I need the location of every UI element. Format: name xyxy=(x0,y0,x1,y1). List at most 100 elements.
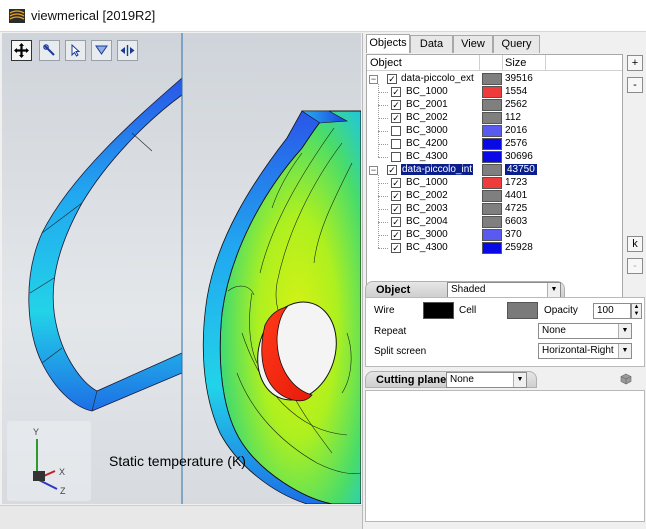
3d-viewport[interactable]: Y X Z Static temperature (K) xyxy=(2,33,361,504)
chevron-down-icon: ▼ xyxy=(513,373,526,387)
wire-color-swatch[interactable] xyxy=(423,302,454,319)
color-swatch[interactable] xyxy=(482,73,502,85)
visibility-checkbox[interactable]: ✓ xyxy=(391,243,401,253)
color-swatch[interactable] xyxy=(482,216,502,228)
opacity-label: Opacity xyxy=(544,305,578,316)
visibility-checkbox[interactable]: ✓ xyxy=(391,87,401,97)
object-name: BC_2003 xyxy=(406,203,448,214)
tree-child-row[interactable]: BC_4200 2576 xyxy=(367,138,622,151)
select-tool-button[interactable] xyxy=(65,40,86,61)
color-swatch[interactable] xyxy=(482,112,502,124)
color-swatch[interactable] xyxy=(482,86,502,98)
remove-button[interactable]: - xyxy=(627,77,643,93)
tree-child-row[interactable]: ✓ BC_4300 25928 xyxy=(367,242,622,255)
tree-child-row[interactable]: ✓ BC_1000 1723 xyxy=(367,177,622,190)
visibility-checkbox[interactable] xyxy=(391,139,401,149)
visibility-checkbox[interactable]: ✓ xyxy=(387,165,397,175)
color-swatch[interactable] xyxy=(482,242,502,254)
extra-button[interactable]: - xyxy=(627,258,643,274)
app-logo-icon xyxy=(9,9,25,23)
k-button[interactable]: k xyxy=(627,236,643,252)
select-tool-icon xyxy=(71,44,81,57)
color-swatch[interactable] xyxy=(482,151,502,163)
opacity-stepper[interactable]: ▲ ▼ xyxy=(631,303,642,319)
visibility-checkbox[interactable]: ✓ xyxy=(391,217,401,227)
object-size: 6603 xyxy=(505,216,528,227)
color-swatch[interactable] xyxy=(482,125,502,137)
opacity-field[interactable]: 100 xyxy=(593,303,631,319)
zoom-tool-button[interactable] xyxy=(39,40,60,61)
collapse-icon[interactable]: − xyxy=(369,165,378,175)
collapse-icon[interactable]: − xyxy=(369,74,378,84)
tree-child-row[interactable]: ✓ BC_3000 370 xyxy=(367,229,622,242)
tab-objects[interactable]: Objects xyxy=(366,34,410,53)
column-size[interactable]: Size xyxy=(505,57,527,69)
cutting-plane-select[interactable]: None ▼ xyxy=(446,372,527,388)
tree-connector xyxy=(378,157,388,158)
tree-child-row[interactable]: ✓ BC_2004 6603 xyxy=(367,216,622,229)
visibility-checkbox[interactable]: ✓ xyxy=(391,191,401,201)
tree-group-row[interactable]: − ✓ data-piccolo_int 43750 xyxy=(367,164,622,177)
object-size: 30696 xyxy=(505,151,533,162)
color-swatch[interactable] xyxy=(482,177,502,189)
tree-child-row[interactable]: ✓ BC_2003 4725 xyxy=(367,203,622,216)
tree-connector xyxy=(378,92,388,93)
add-button[interactable]: + xyxy=(627,55,643,71)
filter-tool-icon xyxy=(95,45,108,55)
tab-view[interactable]: View xyxy=(453,35,493,53)
title-bar: viewmerical [2019R2] xyxy=(0,0,646,32)
move-tool-button[interactable] xyxy=(11,40,32,61)
visibility-checkbox[interactable]: ✓ xyxy=(391,113,401,123)
cutting-plane-title: Cutting plane xyxy=(376,374,447,386)
cube-icon[interactable] xyxy=(620,373,632,385)
filter-tool-button[interactable] xyxy=(91,40,112,61)
split-screen-select[interactable]: Horizontal-Right ▼ xyxy=(538,343,632,359)
side-panel: Objects Data View Query Object Size − ✓ da… xyxy=(362,33,646,529)
axes-triad: Y X Z xyxy=(7,421,91,501)
chevron-down-icon: ▼ xyxy=(618,344,631,358)
visibility-checkbox[interactable]: ✓ xyxy=(391,178,401,188)
visibility-checkbox[interactable]: ✓ xyxy=(391,204,401,214)
tree-child-row[interactable]: BC_4300 30696 xyxy=(367,151,622,164)
object-name: BC_4200 xyxy=(406,138,448,149)
cell-color-swatch[interactable] xyxy=(507,302,538,319)
color-swatch[interactable] xyxy=(482,229,502,241)
status-bar xyxy=(0,505,362,529)
object-name: BC_3000 xyxy=(406,125,448,136)
window-title: viewmerical [2019R2] xyxy=(31,8,156,23)
visibility-checkbox[interactable] xyxy=(391,126,401,136)
visibility-checkbox[interactable]: ✓ xyxy=(391,100,401,110)
object-section-title: Object xyxy=(376,284,411,296)
object-size: 4725 xyxy=(505,203,528,214)
tree-child-row[interactable]: ✓ BC_2002 112 xyxy=(367,112,622,125)
tab-query[interactable]: Query xyxy=(493,35,540,53)
tree-connector xyxy=(378,118,388,119)
visibility-checkbox[interactable] xyxy=(391,152,401,162)
tree-child-row[interactable]: ✓ BC_2002 4401 xyxy=(367,190,622,203)
split-screen-label: Split screen xyxy=(374,346,427,357)
color-swatch[interactable] xyxy=(482,203,502,215)
color-swatch[interactable] xyxy=(482,164,502,176)
tab-data[interactable]: Data xyxy=(410,35,453,53)
object-size: 2576 xyxy=(505,138,528,149)
render-mode-select[interactable]: Shaded ▼ xyxy=(447,282,561,298)
tree-group-row[interactable]: − ✓ data-piccolo_ext 39516 xyxy=(367,73,622,86)
fit-tool-icon xyxy=(120,45,135,56)
color-swatch[interactable] xyxy=(482,138,502,150)
object-size: 1723 xyxy=(505,177,528,188)
model-render[interactable] xyxy=(2,33,361,504)
visibility-checkbox[interactable]: ✓ xyxy=(387,74,397,84)
axis-x-label: X xyxy=(59,467,65,477)
repeat-select[interactable]: None ▼ xyxy=(538,323,632,339)
axis-z-label: Z xyxy=(60,486,66,496)
tree-child-row[interactable]: BC_3000 2016 xyxy=(367,125,622,138)
color-swatch[interactable] xyxy=(482,190,502,202)
object-name: data-piccolo_ext xyxy=(401,73,474,84)
visibility-checkbox[interactable]: ✓ xyxy=(391,230,401,240)
color-swatch[interactable] xyxy=(482,99,502,111)
tree-child-row[interactable]: ✓ BC_2001 2562 xyxy=(367,99,622,112)
tree-child-row[interactable]: ✓ BC_1000 1554 xyxy=(367,86,622,99)
column-object[interactable]: Object xyxy=(370,57,402,69)
object-tree[interactable]: Object Size − ✓ data-piccolo_ext 39516 ✓ BC_1… xyxy=(366,54,623,305)
fit-tool-button[interactable] xyxy=(117,40,138,61)
